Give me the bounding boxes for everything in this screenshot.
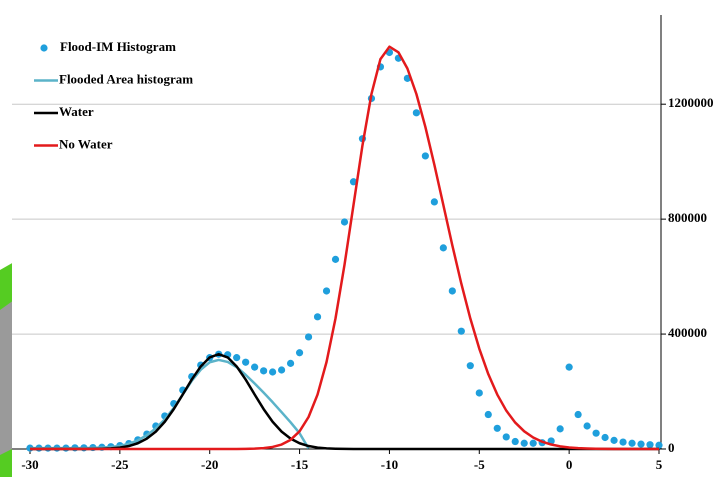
data-point — [251, 363, 259, 371]
x-tick-label: 0 — [566, 457, 573, 472]
x-tick-label: -15 — [291, 457, 309, 472]
background-fragment — [0, 270, 14, 477]
plot — [26, 45, 663, 452]
data-point — [313, 313, 322, 321]
data-point — [340, 218, 349, 226]
x-tick-label: -5 — [474, 457, 485, 472]
x-tick-label: -10 — [381, 457, 398, 472]
data-point — [304, 333, 313, 341]
x-tick-label: -30 — [21, 457, 38, 472]
data-point — [493, 424, 501, 432]
x-tick-label: -20 — [201, 457, 218, 472]
background-fragment — [0, 262, 14, 310]
y-tick-label: 400000 — [668, 325, 707, 340]
data-point — [448, 287, 456, 295]
data-point — [601, 433, 609, 442]
data-point — [412, 109, 420, 117]
data-point — [574, 410, 582, 419]
data-point — [592, 429, 600, 437]
data-point — [529, 439, 537, 447]
data-point — [628, 439, 636, 447]
legend-label: Flooded Area histogram — [59, 71, 193, 86]
data-point — [421, 152, 429, 160]
y-tick-label: 1200000 — [668, 95, 714, 110]
data-point — [520, 439, 528, 447]
data-point — [511, 437, 519, 446]
data-line — [30, 352, 659, 451]
x-tick-label: 5 — [656, 457, 663, 472]
legend-label: Water — [59, 104, 94, 119]
data-point — [475, 389, 483, 397]
data-point — [295, 349, 304, 357]
data-point — [439, 244, 447, 252]
data-point — [466, 362, 474, 370]
legend-label: No Water — [59, 136, 113, 151]
data-point — [565, 363, 573, 371]
data-point — [583, 422, 591, 430]
data-point — [457, 327, 465, 335]
data-point — [260, 367, 268, 375]
chart-area — [12, 0, 721, 477]
data-point — [242, 358, 250, 366]
legend-marker — [40, 44, 48, 52]
data-point — [637, 440, 645, 448]
legend: Flood-IM Histogram Flooded Area histogram… — [34, 39, 193, 151]
data-point — [278, 366, 286, 374]
data-point — [286, 359, 295, 367]
data-point — [349, 178, 358, 186]
data-point — [269, 368, 277, 376]
data-point — [322, 287, 331, 295]
y-tick-label: 0 — [668, 440, 675, 455]
background-fragment — [0, 448, 14, 477]
data-point — [484, 410, 492, 419]
data-point — [556, 425, 564, 433]
y-tick-label: 800000 — [668, 210, 707, 225]
x-tick-label: -25 — [111, 457, 129, 472]
data-line — [30, 45, 659, 451]
legend-label: Flood-IM Histogram — [60, 39, 176, 54]
data-point — [610, 436, 618, 444]
data-point — [331, 255, 340, 263]
data-point — [655, 441, 663, 449]
data-point — [233, 354, 241, 362]
data-point — [430, 198, 438, 206]
data-point — [502, 433, 510, 441]
data-point — [619, 438, 627, 446]
data-point — [646, 441, 654, 449]
